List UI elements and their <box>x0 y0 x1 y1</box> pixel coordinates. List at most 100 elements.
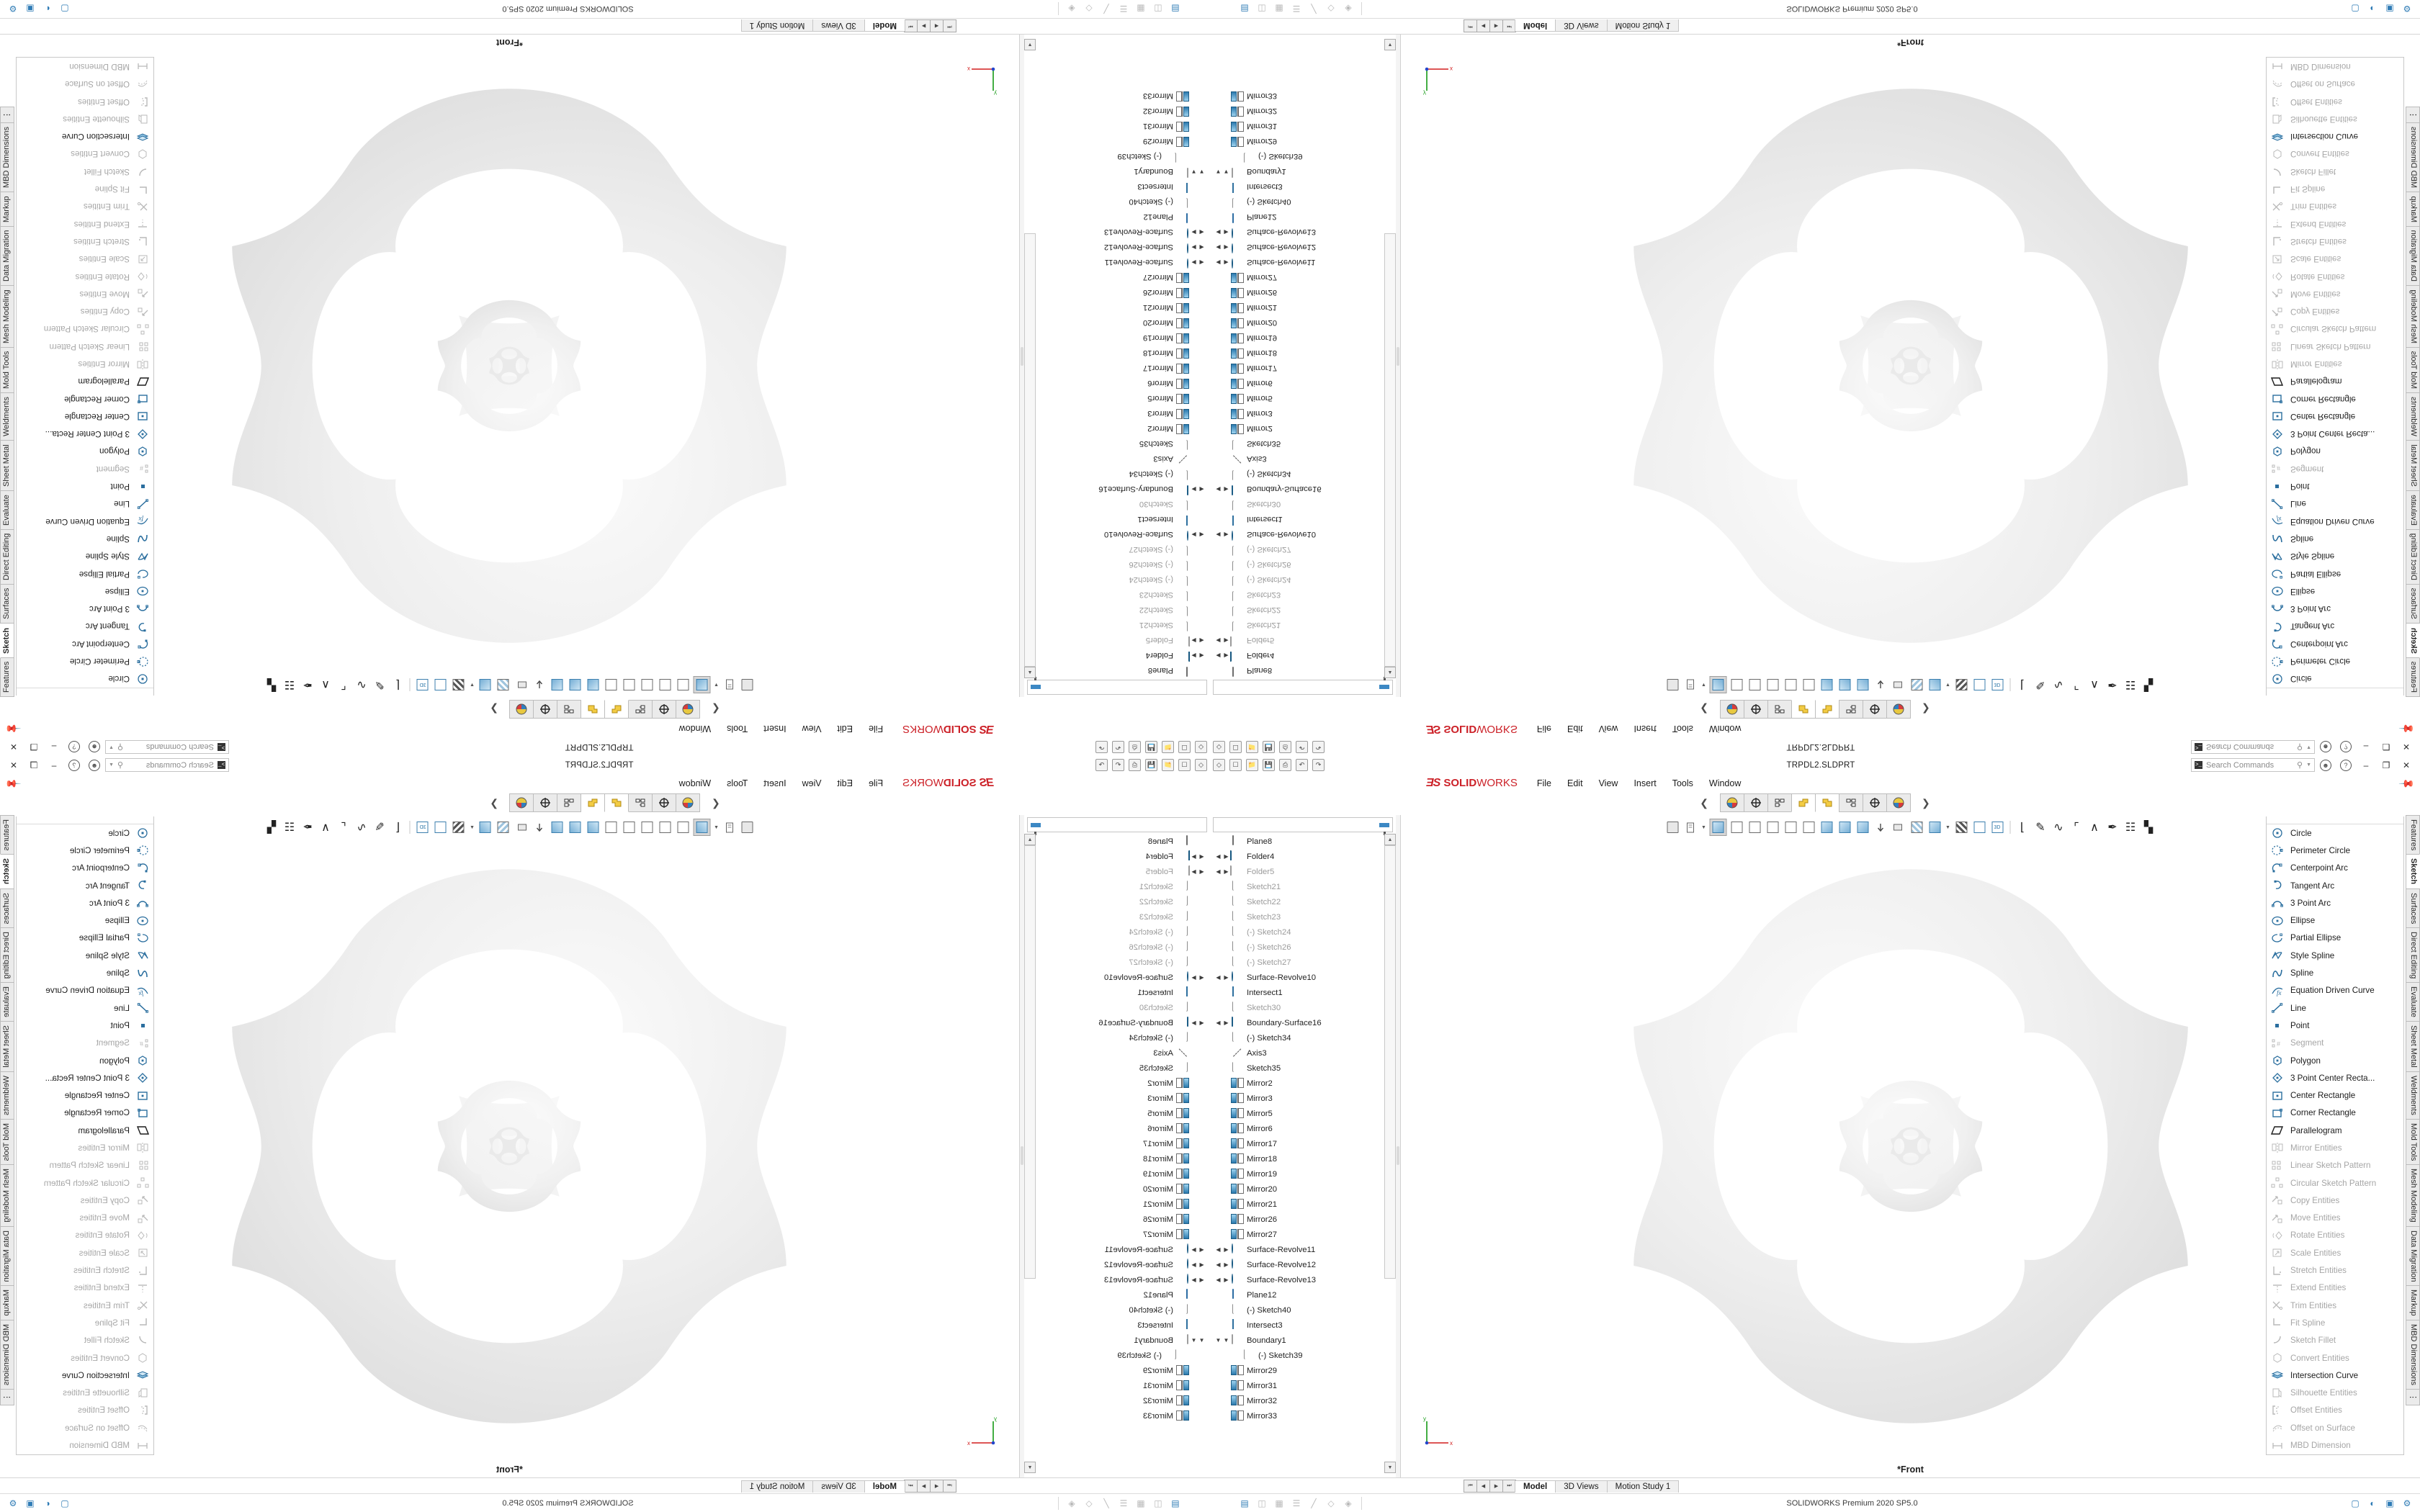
feature-tree-item[interactable]: ▶▶Mirror18 <box>1035 1151 1210 1166</box>
chart-icon[interactable]: ▚ <box>2143 678 2154 690</box>
status-center-group[interactable]: ▤ ◫ ▦ ☰ ╱ ◇ ◈ <box>1058 2 1188 15</box>
search-icon[interactable]: ⚲ <box>117 761 123 770</box>
sketch-tool-corner-rectangle[interactable]: Corner Rectangle <box>17 390 153 408</box>
command-tab-mold-tools[interactable]: Mold Tools <box>0 1118 14 1166</box>
print-icon[interactable] <box>722 819 738 835</box>
sketch-tool-circle[interactable]: Circle <box>17 824 153 842</box>
tab-model[interactable]: Model <box>1515 19 1556 32</box>
dimxpert-tab[interactable] <box>1791 700 1816 719</box>
sketch-tool-centerpoint-arc[interactable]: Centerpoint Arc <box>2267 635 2403 652</box>
feature-tree-item[interactable]: ▶▶Mirror31 <box>1035 119 1210 134</box>
scroll-up-button[interactable]: ▲ <box>1384 667 1396 678</box>
expand-arrow-icon[interactable]: ▶ <box>1224 637 1229 644</box>
feature-tree-item[interactable]: ▶▶Sketch30 <box>1035 497 1210 512</box>
previous-page-button[interactable]: ◀ <box>930 19 944 32</box>
feature-tree-item[interactable]: ▶▶(-) Sketch39 <box>1210 149 1385 164</box>
expand-arrow-icon[interactable]: ▶ <box>1191 259 1196 266</box>
panel-splitter[interactable] <box>1019 35 1024 697</box>
graphics-area[interactable]: ▼ ▼ 3D ⌊ ✎ ∿ ⌜ ∧ ✒ ☷ ▚ <box>1401 815 2420 1477</box>
splitter-grip[interactable] <box>1021 347 1023 366</box>
feature-tree-item[interactable]: ▶▶Intersect3 <box>1035 1318 1210 1333</box>
expand-arrow-icon[interactable]: ▶ <box>1224 652 1229 659</box>
feature-tree-item[interactable]: ◀ ▶ Surface-Revolve10 <box>1210 970 1385 985</box>
save-icon[interactable] <box>740 819 756 835</box>
feature-tree-item[interactable]: ▶▶Mirror21 <box>1210 1197 1385 1212</box>
expand-arrow-icon[interactable]: ▶ <box>1224 868 1229 875</box>
save-icon[interactable] <box>1664 677 1680 693</box>
feature-tree-item[interactable]: ▶▶(-) Sketch34 <box>1035 1030 1210 1045</box>
trim-icon[interactable]: ⌜ <box>2074 822 2079 834</box>
sketch-tool-equation-driven-curve[interactable]: fx Equation Driven Curve <box>2267 982 2403 999</box>
command-manager-vertical-tabs[interactable]: Features Sketch Surfaces Direct Editing Eval… <box>2404 35 2420 697</box>
feature-tree-item[interactable]: ▶▶Plane8 <box>1210 663 1385 678</box>
command-tab-mbd-dimensions[interactable]: MBD Dimensions <box>2406 122 2420 193</box>
command-tab-data-migration[interactable]: Data Migration <box>2406 225 2420 287</box>
help-icon[interactable]: ? <box>65 740 84 755</box>
measure-icon[interactable]: ⌊ <box>395 678 400 690</box>
feature-tree-item[interactable]: ▶▶Mirror18 <box>1210 1151 1385 1166</box>
feature-tree-item[interactable]: ◀ ▶ Surface-Revolve10 <box>1035 527 1210 542</box>
feature-tree-item[interactable]: ▶▶Mirror3 <box>1210 406 1385 421</box>
hide-show-items-icon[interactable] <box>1855 677 1870 693</box>
collapse-arrow-icon[interactable]: ◀ <box>1199 1246 1204 1253</box>
display-style-icon[interactable] <box>568 677 583 693</box>
feature-manager-tabs-mirror[interactable] <box>1815 793 1911 812</box>
feature-tree-item[interactable]: ▶▶Mirror21 <box>1210 300 1385 315</box>
command-tab-direct-editing[interactable]: Direct Editing <box>0 528 14 585</box>
collapse-arrow-icon[interactable]: ◀ <box>1216 853 1221 860</box>
feature-manager-panel[interactable]: ▶▶Plane8◀▶Folder4◀▶Folder5▶▶Sketch21▶▶Sk… <box>1210 35 1397 697</box>
command-tab-features[interactable]: Features <box>0 815 14 855</box>
title-bar-quick-access[interactable]: ◇ ☐ 📁 💾 ⎙ ↶ ↷ <box>1210 741 1451 753</box>
dropdown-caret-icon[interactable]: ▼ <box>1701 824 1706 830</box>
open-document-icon[interactable]: 📁 <box>1162 759 1174 771</box>
trim-icon[interactable]: ⌜ <box>341 822 346 834</box>
print-icon[interactable]: ⎙ <box>1129 741 1141 753</box>
list-icon[interactable]: ☰ <box>1119 1498 1128 1508</box>
feature-tree-item[interactable]: ▶▶Plane8 <box>1035 834 1210 849</box>
collapse-arrow-icon[interactable]: ◀ <box>1216 868 1221 875</box>
command-tab-sketch[interactable]: Sketch <box>2406 623 2420 658</box>
command-manager-vertical-tabs[interactable]: Features Sketch Surfaces Direct Editing Eval… <box>2404 815 2420 1477</box>
scroll-down-button[interactable]: ▼ <box>1384 39 1396 50</box>
tab-nav-buttons[interactable]: ⏮ ◀ ▶ ⏭ <box>1464 1480 1516 1493</box>
measure-icon[interactable]: ⌊ <box>2020 822 2025 834</box>
feature-tree-item[interactable]: ▶▶Intersect1 <box>1210 985 1385 1000</box>
menu-item-insert[interactable]: Insert <box>1634 724 1657 734</box>
view-orientation-icon[interactable] <box>1819 819 1834 835</box>
pen-icon[interactable]: ╱ <box>1311 1498 1317 1508</box>
save-icon[interactable] <box>1664 819 1680 835</box>
feature-manager-tabs[interactable] <box>604 793 700 812</box>
feature-manager-tab-bar[interactable]: ❮ ❯ <box>0 699 1210 719</box>
hide-show-items-icon[interactable] <box>550 677 565 693</box>
redo-icon[interactable]: ↷ <box>1095 759 1108 771</box>
status-center-group[interactable]: ▤ ◫ ▦ ☰ ╱ ◇ ◈ <box>1232 2 1362 15</box>
feature-tree[interactable]: ▶▶Plane8◀▶Folder4◀▶Folder5▶▶Sketch21▶▶Sk… <box>1210 834 1385 1473</box>
title-bar-controls[interactable]: >_ Search Commands ⚲ ▼ ☻ ? – ❐ ✕ <box>2191 740 2420 755</box>
command-tab-sketch[interactable]: Sketch <box>2406 854 2420 889</box>
feature-tree-item[interactable]: ▶▶Mirror18 <box>1210 346 1385 361</box>
measure-icon[interactable]: ⌊ <box>395 822 400 834</box>
display-manager-tab[interactable] <box>1815 700 1839 719</box>
layers-icon[interactable]: ◇ <box>1327 1498 1335 1508</box>
document-tab-strip[interactable]: ⏮ ◀ ▶ ⏭ Model 3D Views Motion Study 1 <box>1210 1477 2420 1494</box>
previous-view-icon[interactable] <box>622 677 637 693</box>
chevron-left-icon[interactable]: ❮ <box>712 703 720 716</box>
feature-tree-item[interactable]: ▶▶Mirror26 <box>1210 285 1385 300</box>
panel-splitter[interactable] <box>1396 815 1401 1477</box>
feature-tree-item[interactable]: ▶▶Sketch35 <box>1210 436 1385 451</box>
menu-item-view[interactable]: View <box>1598 778 1618 788</box>
grid-icon[interactable]: ▦ <box>1275 1498 1283 1508</box>
sketch-tool-equation-driven-curve[interactable]: fx Equation Driven Curve <box>2267 513 2403 530</box>
menu-item-window[interactable]: Window <box>678 724 712 734</box>
sketch-tool-point[interactable]: Point <box>2267 1017 2403 1034</box>
feature-tree-item[interactable]: ◀ ▶ Surface-Revolve12 <box>1210 1257 1385 1272</box>
feature-tree-item[interactable]: ▶▶Mirror6 <box>1210 376 1385 391</box>
sketch-tool-style-spline[interactable]: Style Spline <box>17 947 153 964</box>
feature-tree-item[interactable]: ▶▶Mirror33 <box>1210 89 1385 104</box>
feature-tree-item[interactable]: ▶▶Intersect3 <box>1035 179 1210 194</box>
tab-model[interactable]: Model <box>864 1480 905 1493</box>
menu-item-file[interactable]: File <box>1536 778 1552 788</box>
hatch-icon[interactable] <box>1953 677 1969 693</box>
expand-arrow-icon[interactable]: ▶ <box>1191 486 1196 492</box>
feature-tree-item[interactable]: ◀ ▶ Surface-Revolve11 <box>1210 1242 1385 1257</box>
